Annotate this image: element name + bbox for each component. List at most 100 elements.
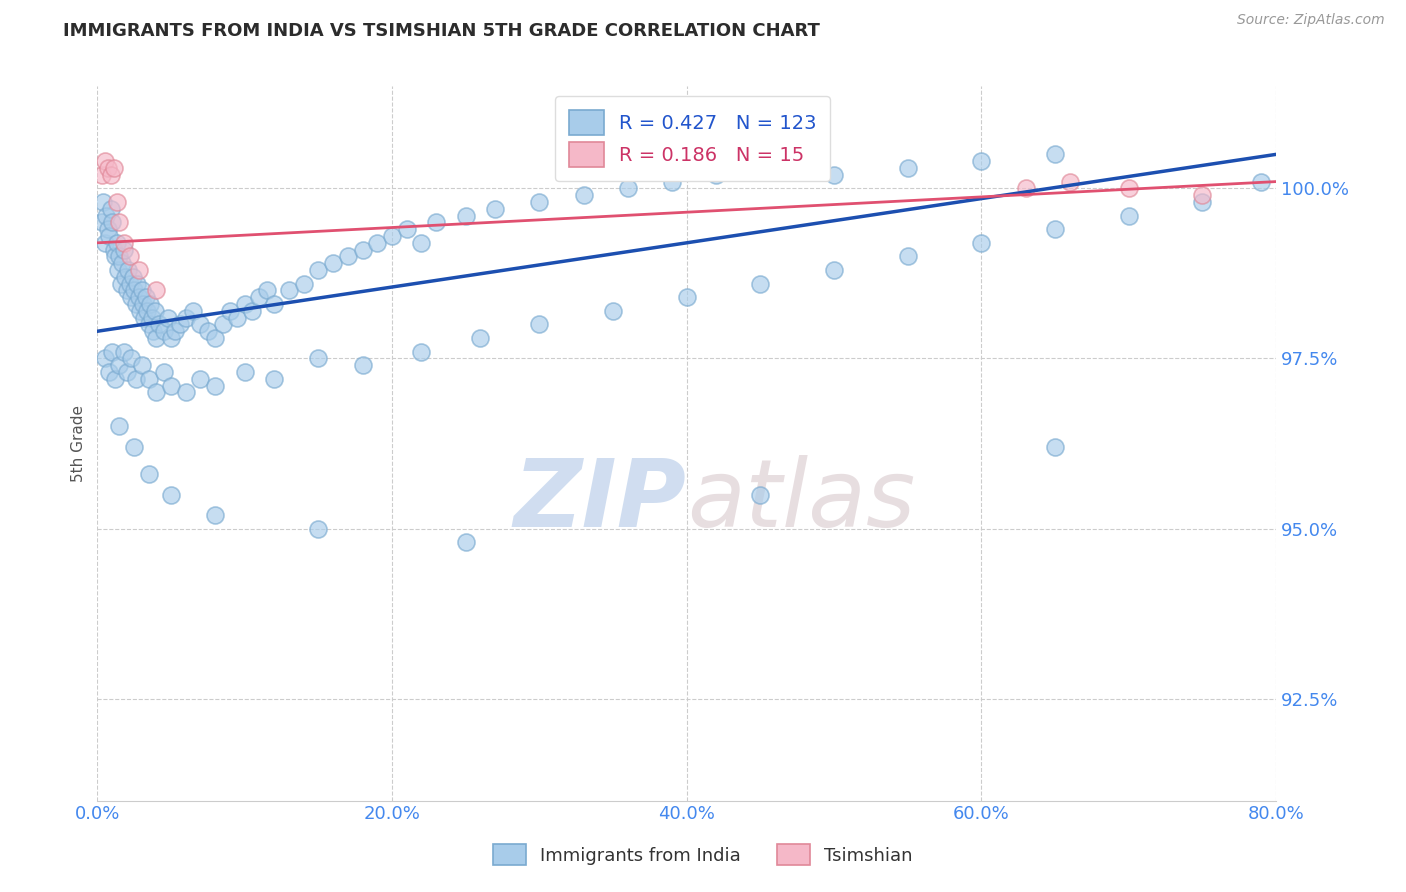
Point xyxy=(127,277,149,291)
Point xyxy=(322,256,344,270)
Point xyxy=(105,235,128,250)
Point xyxy=(160,378,183,392)
Text: IMMIGRANTS FROM INDIA VS TSIMSHIAN 5TH GRADE CORRELATION CHART: IMMIGRANTS FROM INDIA VS TSIMSHIAN 5TH G… xyxy=(63,22,820,40)
Point xyxy=(112,344,135,359)
Point xyxy=(105,194,128,209)
Point xyxy=(97,222,120,236)
Point xyxy=(124,372,146,386)
Point xyxy=(226,310,249,325)
Point xyxy=(336,249,359,263)
Point xyxy=(112,235,135,250)
Point xyxy=(142,324,165,338)
Point xyxy=(190,318,212,332)
Point xyxy=(124,297,146,311)
Point xyxy=(661,175,683,189)
Text: atlas: atlas xyxy=(686,455,915,546)
Point xyxy=(1118,181,1140,195)
Point xyxy=(749,277,772,291)
Point xyxy=(395,222,418,236)
Point xyxy=(181,303,204,318)
Point xyxy=(152,324,174,338)
Point xyxy=(970,235,993,250)
Point xyxy=(108,215,131,229)
Point xyxy=(90,168,112,182)
Point xyxy=(122,284,145,298)
Point xyxy=(120,290,142,304)
Point xyxy=(131,284,153,298)
Point xyxy=(108,358,131,372)
Point xyxy=(132,297,155,311)
Point xyxy=(454,209,477,223)
Point xyxy=(160,487,183,501)
Point xyxy=(174,385,197,400)
Point xyxy=(108,419,131,434)
Point xyxy=(110,277,132,291)
Point xyxy=(101,215,124,229)
Point xyxy=(190,372,212,386)
Point xyxy=(204,378,226,392)
Point xyxy=(233,297,256,311)
Point xyxy=(970,154,993,169)
Point xyxy=(411,235,433,250)
Point xyxy=(675,290,697,304)
Point xyxy=(115,284,138,298)
Point xyxy=(174,310,197,325)
Point xyxy=(366,235,388,250)
Point xyxy=(292,277,315,291)
Point xyxy=(197,324,219,338)
Point xyxy=(135,290,157,304)
Point xyxy=(100,202,122,216)
Point xyxy=(134,310,156,325)
Point xyxy=(103,161,125,175)
Point xyxy=(114,269,136,284)
Point xyxy=(115,365,138,379)
Point xyxy=(1250,175,1272,189)
Point xyxy=(122,440,145,454)
Point xyxy=(145,284,167,298)
Point xyxy=(897,161,920,175)
Point xyxy=(136,303,159,318)
Point xyxy=(529,194,551,209)
Point xyxy=(145,331,167,345)
Point xyxy=(160,331,183,345)
Point xyxy=(139,297,162,311)
Point xyxy=(145,385,167,400)
Text: ZIP: ZIP xyxy=(513,455,686,547)
Y-axis label: 5th Grade: 5th Grade xyxy=(72,405,86,482)
Point xyxy=(111,256,134,270)
Point xyxy=(307,522,329,536)
Point xyxy=(93,154,115,169)
Point xyxy=(411,344,433,359)
Point xyxy=(204,331,226,345)
Point xyxy=(425,215,447,229)
Point xyxy=(129,303,152,318)
Point xyxy=(96,209,118,223)
Point xyxy=(763,161,786,175)
Point xyxy=(101,344,124,359)
Point xyxy=(616,181,638,195)
Point xyxy=(219,303,242,318)
Point xyxy=(1118,209,1140,223)
Point xyxy=(529,318,551,332)
Point xyxy=(1043,147,1066,161)
Point xyxy=(307,351,329,366)
Point xyxy=(211,318,233,332)
Point xyxy=(277,284,299,298)
Point xyxy=(204,508,226,522)
Point xyxy=(240,303,263,318)
Point xyxy=(138,467,160,482)
Point xyxy=(98,365,121,379)
Point xyxy=(1191,188,1213,202)
Point xyxy=(128,263,150,277)
Point xyxy=(112,243,135,257)
Point xyxy=(263,372,285,386)
Point xyxy=(897,249,920,263)
Point xyxy=(249,290,271,304)
Point xyxy=(484,202,506,216)
Point xyxy=(572,188,595,202)
Point xyxy=(120,351,142,366)
Point xyxy=(165,324,187,338)
Point xyxy=(128,290,150,304)
Point xyxy=(152,365,174,379)
Point xyxy=(263,297,285,311)
